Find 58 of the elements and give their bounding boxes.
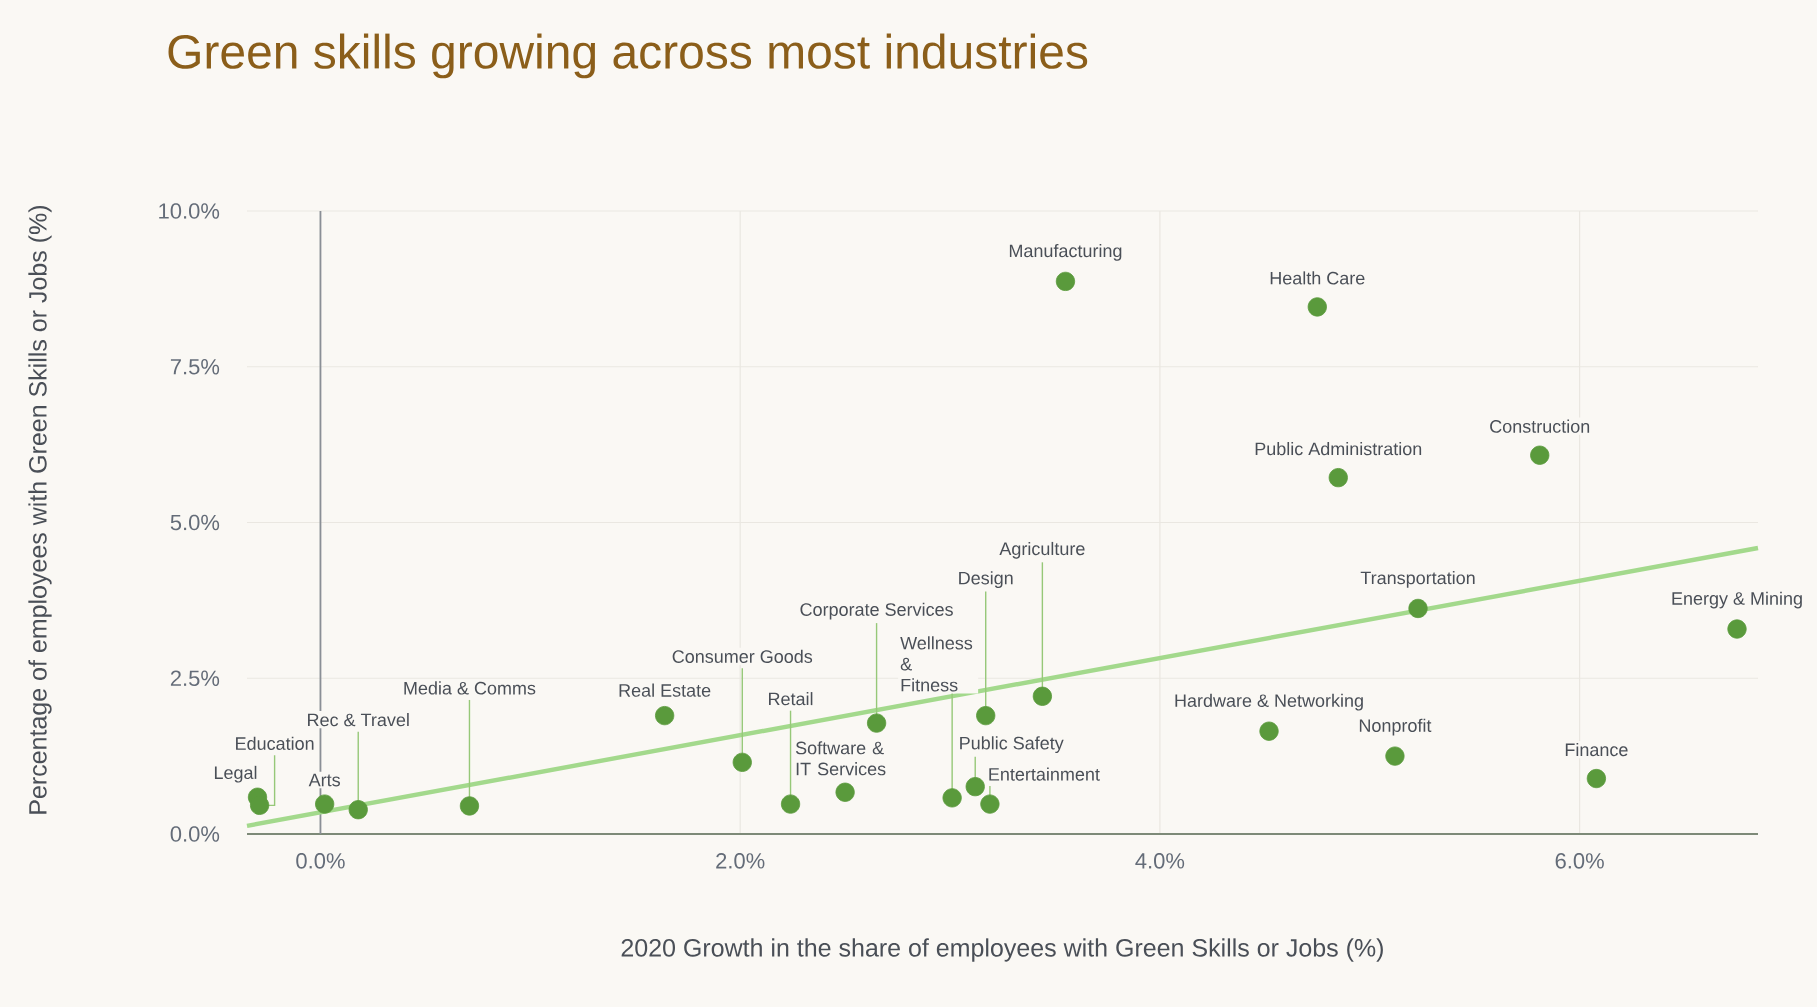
point [732, 752, 752, 772]
point [980, 794, 1000, 814]
x-tick-label: 6.0% [1555, 853, 1604, 869]
point [1259, 721, 1279, 741]
y-tick-label: 5.0% [170, 514, 220, 531]
y-tick-label: 2.5% [170, 670, 220, 687]
point [1032, 686, 1052, 706]
point [1408, 598, 1428, 619]
annotation: Health Care [1270, 271, 1365, 285]
annotation: Consumer Goods [672, 649, 813, 663]
point [976, 706, 996, 726]
y-tick-label: 10.0% [159, 203, 220, 219]
point [942, 788, 962, 808]
annotation: Real Estate [619, 683, 711, 697]
point [1307, 297, 1327, 317]
annotation: Hardware & Networking [1175, 693, 1363, 711]
point [835, 782, 855, 802]
annotation: Rec & Travel [308, 713, 409, 727]
annotation: Entertainment [989, 767, 1100, 781]
x-tick-label: 0.0% [296, 853, 345, 869]
y-tick-label: 0.0% [170, 826, 220, 842]
annotation: Legal [214, 765, 257, 783]
y-axis-title: Percentage of employees with Green Skills or Jobs (%) [28, 206, 52, 814]
point [655, 706, 675, 726]
chart-title: Green skills growing across most industries [168, 33, 1088, 79]
annotation: Software & IT Services [795, 741, 886, 776]
annotation: Retail [769, 692, 813, 706]
point [459, 796, 480, 816]
point [1385, 746, 1405, 766]
point [1727, 619, 1747, 639]
point [1586, 768, 1606, 789]
point [1055, 271, 1076, 291]
annotation: Construction [1490, 419, 1590, 433]
point [1328, 468, 1348, 488]
annotation: Nonprofit [1359, 718, 1432, 736]
annotation: Design [959, 571, 1013, 589]
annotation: Arts [308, 773, 340, 787]
annotation: Education [236, 736, 314, 750]
x-tick-label: 2.0% [716, 853, 765, 869]
annotation: Corporate Services [800, 602, 953, 620]
point [866, 713, 887, 733]
annotation: Public Administration [1255, 442, 1422, 456]
point [348, 800, 368, 820]
annotation: Transportation [1360, 571, 1475, 588]
annotation: Energy & Mining [1672, 591, 1802, 609]
x-axis-title: 2020 Growth in the share of employees with Green Skills or Jobs (%) [621, 938, 1383, 962]
annotation: Finance [1565, 742, 1628, 757]
y-tick-label: 7.5% [170, 359, 220, 375]
point [780, 794, 801, 814]
annotation: Media & Comms [404, 681, 536, 695]
point [315, 794, 335, 814]
annotation: Manufacturing [1009, 244, 1122, 261]
x-tick-label: 4.0% [1135, 853, 1185, 869]
point [965, 777, 985, 797]
annotation: Public Safety [960, 736, 1064, 754]
annotation: Wellness & Fitness [900, 636, 973, 692]
point [1530, 445, 1550, 465]
annotation: Agriculture [999, 541, 1085, 559]
